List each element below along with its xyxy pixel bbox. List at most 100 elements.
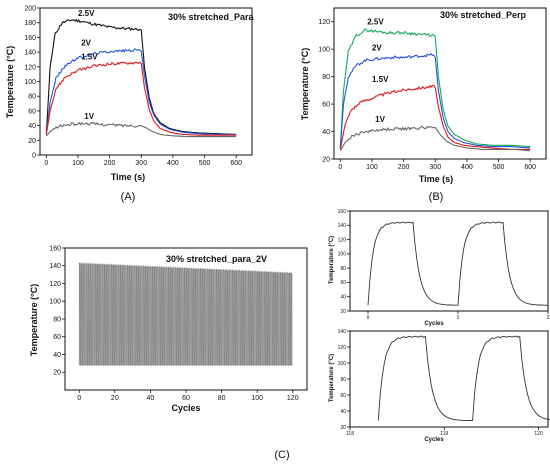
chart-a-xtick-label: 100	[72, 160, 84, 167]
panel-label-a: (A)	[121, 191, 136, 203]
chart-b-xticks: 0 100 200 300 400 500 600	[338, 159, 536, 171]
inset-top-ytick-label: 120	[338, 237, 347, 243]
chart-c-xtick-label: 100	[251, 395, 263, 402]
chart-b-series-labels: 2.5V 2V 1.5V 1V	[367, 17, 389, 123]
chart-b-series	[339, 28, 531, 152]
chart-a-xlabel: Time (s)	[111, 172, 145, 182]
chart-c-xtick-label: 0	[77, 395, 81, 402]
chart-c-cycle-line	[78, 262, 293, 366]
inset-top-ytick-label: 160	[338, 209, 347, 215]
chart-c-ytick-label: 80	[53, 316, 61, 323]
chart-a-xtick-label: 0	[44, 160, 48, 167]
chart-c-inset-bottom: Cycles Temperature (°C) 118 119 120 20 40 60…	[329, 329, 550, 443]
chart-a-ytick-label: 20	[28, 138, 36, 145]
chart-c-inset-top: Cycles Temperature (°C) 0 1 2 20 40 60 80 100 1…	[329, 209, 550, 327]
chart-c-ytick-label: 20	[53, 370, 61, 377]
chart-c-ytick-label: 160	[49, 245, 61, 252]
chart-a-ylabel: Temperature (°C)	[5, 46, 15, 118]
chart-b-xtick-label: 300	[429, 164, 441, 171]
chart-b-xtick-label: 0	[338, 164, 342, 171]
chart-a-series-label: 2.5V	[78, 9, 95, 18]
chart-a-xtick-label: 600	[230, 160, 242, 167]
chart-a-ytick-label: 120	[24, 64, 36, 71]
inset-bottom-xticks: 118 119 120	[346, 427, 543, 437]
inset-top-cycle-line	[367, 221, 548, 306]
inset-bottom-series	[377, 335, 550, 421]
chart-c-yticks: 20 40 60 80 100 120 140 160	[49, 245, 65, 377]
panel-label-b: (B)	[429, 191, 444, 203]
chart-b: 30% stretched_Perp Time (s) Temperature …	[300, 7, 547, 184]
chart-a-ytick-label: 180	[24, 20, 36, 27]
chart-a-ytick-label: 80	[28, 94, 36, 101]
chart-a-series-label: 1V	[84, 112, 94, 121]
chart-a: 30% stretched_Para Time (s) Temperature …	[5, 5, 255, 182]
inset-top-series	[367, 221, 548, 306]
chart-b-ytick-label: 120	[318, 19, 330, 26]
chart-c-ytick-label: 140	[49, 263, 61, 270]
chart-b-series-label: 1V	[375, 115, 385, 124]
chart-b-ytick-label: 100	[318, 47, 330, 54]
chart-a-series-line-1_5V	[45, 61, 237, 136]
chart-a-xtick-label: 400	[167, 160, 179, 167]
inset-bottom-xtick-label: 119	[440, 431, 448, 437]
inset-bottom-plot-frame	[349, 330, 549, 428]
chart-a-xtick-label: 500	[199, 160, 211, 167]
chart-b-xtick-label: 400	[461, 164, 473, 171]
inset-bottom-ytick-label: 80	[340, 377, 346, 383]
inset-top-xlabel: Cycles	[424, 321, 444, 327]
chart-b-series-line-1_5V	[339, 84, 531, 150]
chart-c-xtick-label: 60	[182, 395, 190, 402]
inset-bottom-ytick-label: 20	[340, 425, 346, 431]
chart-c-xtick-label: 40	[147, 395, 155, 402]
inset-top-xticks: 0 1 2	[367, 311, 550, 321]
chart-b-title: 30% stretched_Perp	[440, 10, 527, 20]
inset-top-ytick-label: 40	[340, 294, 346, 300]
inset-top-xtick-label: 2	[547, 315, 550, 321]
inset-bottom-xtick-label: 120	[534, 431, 543, 437]
chart-a-xtick-label: 300	[135, 160, 147, 167]
chart-c-xtick-label: 80	[218, 395, 226, 402]
chart-b-xlabel: Time (s)	[419, 174, 453, 184]
inset-bottom-cycle-line	[377, 335, 550, 421]
chart-a-series-line-2_5V	[45, 18, 237, 135]
chart-a-ytick-label: 200	[24, 5, 36, 12]
inset-top-ytick-label: 60	[340, 280, 346, 286]
chart-c-ylabel: Temperature (°C)	[29, 284, 39, 356]
chart-b-xtick-label: 500	[493, 164, 505, 171]
chart-b-ytick-label: 80	[322, 74, 330, 81]
chart-a-series-line-2V	[45, 48, 237, 135]
inset-top-plot-frame	[349, 210, 549, 312]
chart-a-xticks: 0 100 200 300 400 500 600	[44, 155, 242, 167]
chart-c-xlabel: Cycles	[171, 403, 200, 413]
chart-c-xtick-label: 20	[111, 395, 119, 402]
chart-b-series-line-2_5V	[339, 28, 531, 149]
inset-bottom-xtick-label: 118	[346, 431, 354, 437]
chart-c-ytick-label: 100	[49, 299, 61, 306]
inset-top-ytick-label: 100	[338, 252, 347, 258]
chart-b-xtick-label: 100	[366, 164, 378, 171]
chart-a-ytick-label: 100	[24, 79, 36, 86]
inset-top-ytick-label: 80	[340, 266, 346, 272]
chart-b-ytick-label: 40	[322, 129, 330, 136]
chart-b-series-line-2V	[339, 52, 531, 149]
chart-c-series	[78, 262, 293, 366]
chart-a-ytick-label: 160	[24, 35, 36, 42]
chart-a-series-label: 2V	[81, 38, 91, 47]
chart-b-yticks: 20 40 60 80 100 120	[318, 19, 334, 163]
chart-b-ylabel: Temperature (°C)	[300, 48, 310, 120]
chart-a-series-line-1V	[45, 121, 237, 138]
chart-a-ytick-label: 60	[28, 108, 36, 115]
inset-top-ytick-label: 20	[340, 309, 346, 315]
inset-top-yticks: 20 40 60 80 100 120 140 160	[338, 209, 350, 315]
panel-label-c: (C)	[274, 449, 289, 461]
chart-c-title: 30% stretched_para_2V	[166, 254, 267, 264]
inset-bottom-ylabel: Temperature (°C)	[329, 354, 335, 402]
inset-bottom-ytick-label: 60	[340, 393, 346, 399]
chart-b-series-label: 2.5V	[367, 17, 384, 26]
chart-b-ytick-label: 60	[322, 102, 330, 109]
chart-c-xtick-label: 120	[287, 395, 299, 402]
chart-a-ytick-label: 40	[28, 123, 36, 130]
chart-a-series-labels: 2.5V 2V 1.5V 1V	[78, 9, 98, 121]
inset-bottom-yticks: 20 40 60 80 100 120 140	[338, 329, 350, 431]
chart-a-ytick-label: 0	[32, 152, 36, 159]
